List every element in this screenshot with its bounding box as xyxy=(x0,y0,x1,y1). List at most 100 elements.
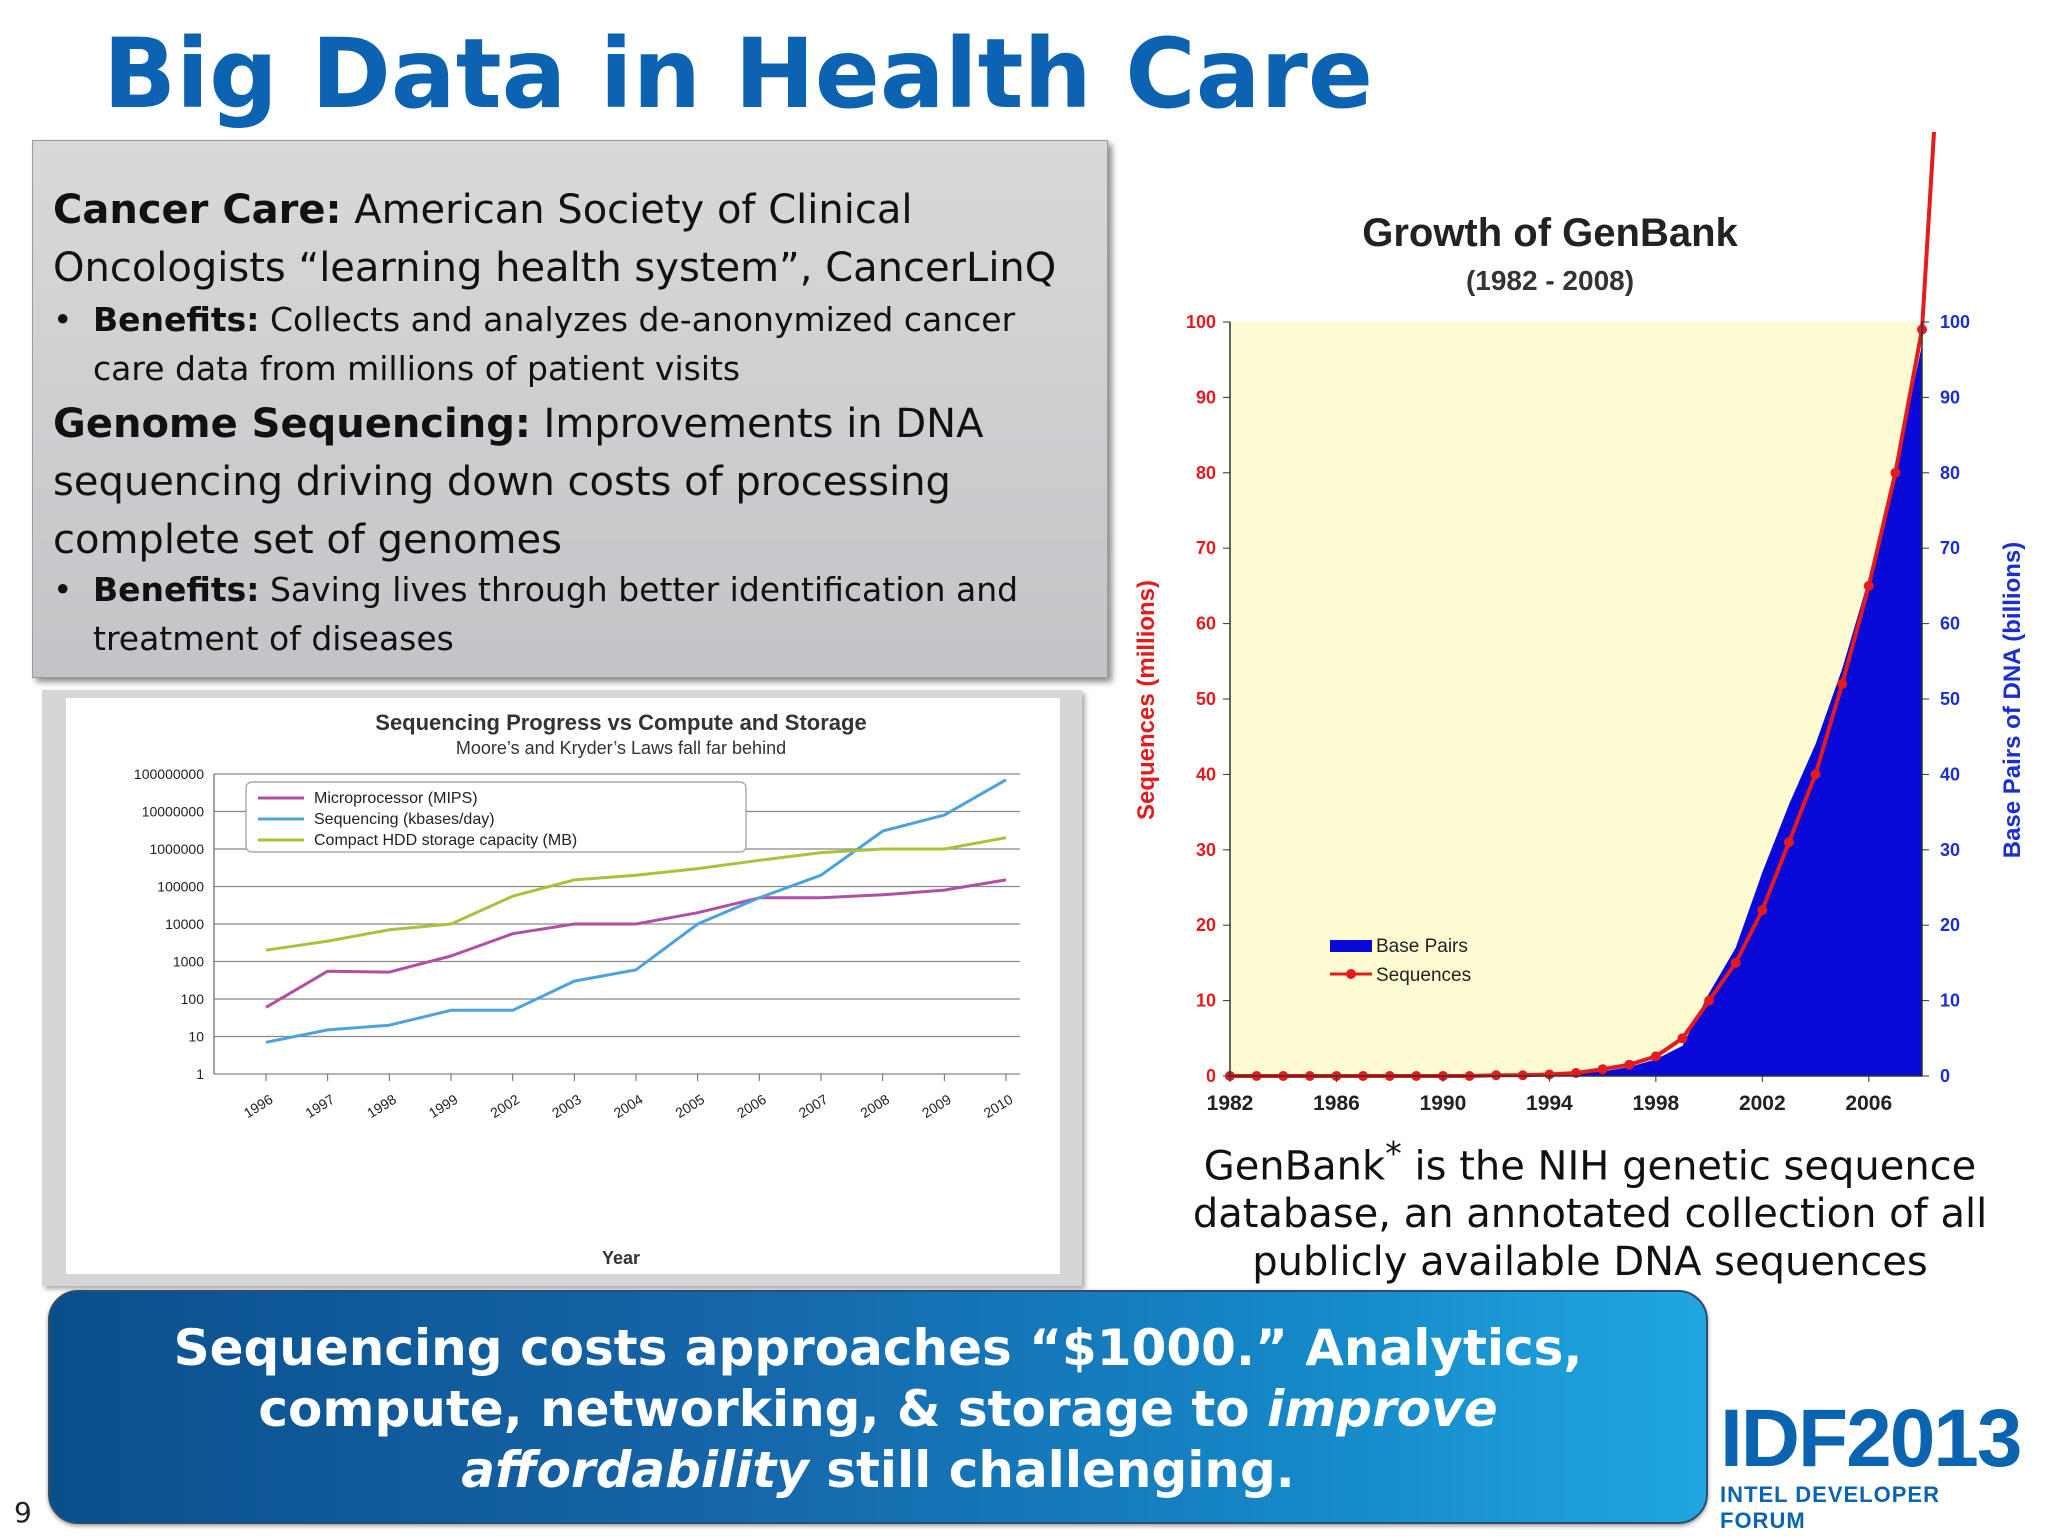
x-tick-label: 1986 xyxy=(1313,1092,1360,1115)
sequences-marker xyxy=(1810,769,1821,780)
benefits-label: Benefits: xyxy=(93,570,260,609)
y-tick-label: 60 xyxy=(1196,614,1216,634)
genbank-caption-name: GenBank xyxy=(1203,1143,1386,1190)
sequencing-chart-frame: Sequencing Progress vs Compute and Stora… xyxy=(42,690,1082,1286)
y2-tick-label: 60 xyxy=(1940,614,1960,634)
x-tick-label: 2008 xyxy=(857,1091,892,1121)
sequences-marker xyxy=(1491,1070,1502,1081)
cancer-care-paragraph: Cancer Care: American Society of Clinica… xyxy=(53,181,1093,297)
y2-tick-label: 10 xyxy=(1940,991,1960,1011)
sequences-marker xyxy=(1677,1033,1688,1044)
y-tick-label: 10000 xyxy=(165,916,204,932)
x-tick-label: 1982 xyxy=(1207,1092,1254,1115)
y2-tick-label: 90 xyxy=(1940,387,1960,407)
series-line xyxy=(265,778,1007,1044)
info-box: Cancer Care: American Society of Clinica… xyxy=(32,140,1108,678)
banner-text-part1: Sequencing costs approaches “$1000.” Ana… xyxy=(173,1319,1583,1438)
slide-number: 9 xyxy=(14,1496,32,1529)
legend-label: Base Pairs xyxy=(1376,936,1468,957)
y-tick-label: 10000000 xyxy=(142,804,205,820)
x-tick-label: 1990 xyxy=(1420,1092,1467,1115)
sequencing-chart-panel: Sequencing Progress vs Compute and Stora… xyxy=(66,698,1060,1274)
y2-tick-label: 30 xyxy=(1940,840,1960,860)
genome-sequencing-text: Improvements in DNA sequencing driving d… xyxy=(53,401,984,563)
x-tick-label: 1994 xyxy=(1526,1092,1573,1115)
chart-title: Sequencing Progress vs Compute and Stora… xyxy=(375,710,866,735)
cancer-care-heading: Cancer Care: xyxy=(53,187,342,233)
legend-label: Compact HDD storage capacity (MB) xyxy=(314,832,577,849)
y2-tick-label: 40 xyxy=(1940,764,1960,784)
sequencing-progress-chart: Sequencing Progress vs Compute and Stora… xyxy=(134,710,1020,1268)
sequences-marker xyxy=(1544,1069,1555,1080)
y-tick-label: 50 xyxy=(1196,689,1216,709)
chart-subtitle: Moore’s and Kryder’s Laws fall far behin… xyxy=(456,738,786,758)
x-tick-label: 1998 xyxy=(1632,1092,1679,1115)
x-tick-label: 2002 xyxy=(1739,1092,1786,1115)
benefits-text: Collects and analyzes de-anonymized canc… xyxy=(93,300,1016,388)
chart-title: Growth of GenBank xyxy=(1362,211,1738,255)
sequences-marker xyxy=(1837,678,1848,689)
legend-label: Sequences xyxy=(1376,965,1471,986)
chart-subtitle: (1982 - 2008) xyxy=(1466,265,1634,296)
y2-tick-label: 100 xyxy=(1940,312,1970,332)
x-tick-label: 1997 xyxy=(302,1091,337,1121)
x-tick-label: 1998 xyxy=(364,1091,399,1121)
y-tick-label: 30 xyxy=(1196,840,1216,860)
y-tick-label: 0 xyxy=(1206,1066,1216,1086)
sequences-marker xyxy=(1783,837,1794,848)
genome-sequencing-heading: Genome Sequencing: xyxy=(53,401,531,447)
idf-logo-subtitle: INTEL DEVELOPER FORUM xyxy=(1720,1482,1940,1533)
x-tick-label: 2007 xyxy=(796,1091,831,1121)
legend-label: Sequencing (kbases/day) xyxy=(314,811,495,828)
x-tick-label: 2002 xyxy=(487,1091,522,1121)
y2-tick-label: 50 xyxy=(1940,689,1960,709)
banner-text-italic-affordability: affordability xyxy=(461,1441,809,1499)
page-title: Big Data in Health Care xyxy=(103,18,1373,130)
sequences-marker xyxy=(1650,1051,1661,1062)
y-tick-label: 1000 xyxy=(173,954,204,970)
sequences-marker xyxy=(1863,580,1874,591)
y-tick-label: 100000 xyxy=(157,879,204,895)
genome-sequencing-benefits: • Benefits: Saving lives through better … xyxy=(53,565,1093,663)
sequences-marker xyxy=(1757,905,1768,916)
banner-text-italic-improve: improve xyxy=(1267,1380,1498,1438)
y2-tick-label: 0 xyxy=(1940,1066,1950,1086)
x-tick-label: 2006 xyxy=(1845,1092,1892,1115)
y-tick-label: 80 xyxy=(1196,463,1216,483)
x-tick-label: 2006 xyxy=(734,1091,769,1121)
base-pairs-area xyxy=(1230,344,1922,1077)
y-tick-label: 100 xyxy=(1186,312,1216,332)
y-tick-label: 100 xyxy=(181,991,205,1007)
y2-tick-label: 80 xyxy=(1940,463,1960,483)
y-tick-label: 10 xyxy=(188,1029,204,1045)
x-tick-label: 2005 xyxy=(672,1091,707,1121)
sequences-marker xyxy=(1890,467,1901,478)
sequences-marker xyxy=(1517,1070,1528,1081)
bullet-icon: • xyxy=(53,300,73,339)
y-tick-label: 90 xyxy=(1196,387,1216,407)
benefits-label: Benefits: xyxy=(93,300,260,339)
x-tick-label: 2009 xyxy=(919,1091,954,1121)
y2-tick-label: 20 xyxy=(1940,915,1960,935)
series-line xyxy=(265,836,1007,952)
genome-sequencing-paragraph: Genome Sequencing: Improvements in DNA s… xyxy=(53,395,1093,569)
legend-marker xyxy=(1346,969,1356,979)
sequences-marker xyxy=(1624,1059,1635,1070)
y-tick-label: 1 xyxy=(196,1066,204,1082)
bullet-icon: • xyxy=(53,570,73,609)
legend-swatch-base-pairs xyxy=(1330,940,1372,952)
sequences-marker xyxy=(1704,995,1715,1006)
y-tick-label: 20 xyxy=(1196,915,1216,935)
x-axis-label: Year xyxy=(602,1248,640,1268)
benefits-text: Saving lives through better identificati… xyxy=(93,570,1019,658)
genbank-growth-chart: Growth of GenBank (1982 - 2008) 0 10 20 30 40 5… xyxy=(1133,131,2026,1115)
genbank-caption-asterisk: * xyxy=(1385,1134,1402,1173)
sequences-marker xyxy=(1597,1064,1608,1075)
sequences-marker xyxy=(1730,957,1741,968)
y-tick-label: 40 xyxy=(1196,764,1216,784)
legend-box xyxy=(245,781,747,853)
series-line xyxy=(265,878,1007,1009)
x-tick-label: 1996 xyxy=(241,1091,276,1121)
y-tick-label: 70 xyxy=(1196,538,1216,558)
x-tick-label: 2004 xyxy=(611,1091,646,1121)
